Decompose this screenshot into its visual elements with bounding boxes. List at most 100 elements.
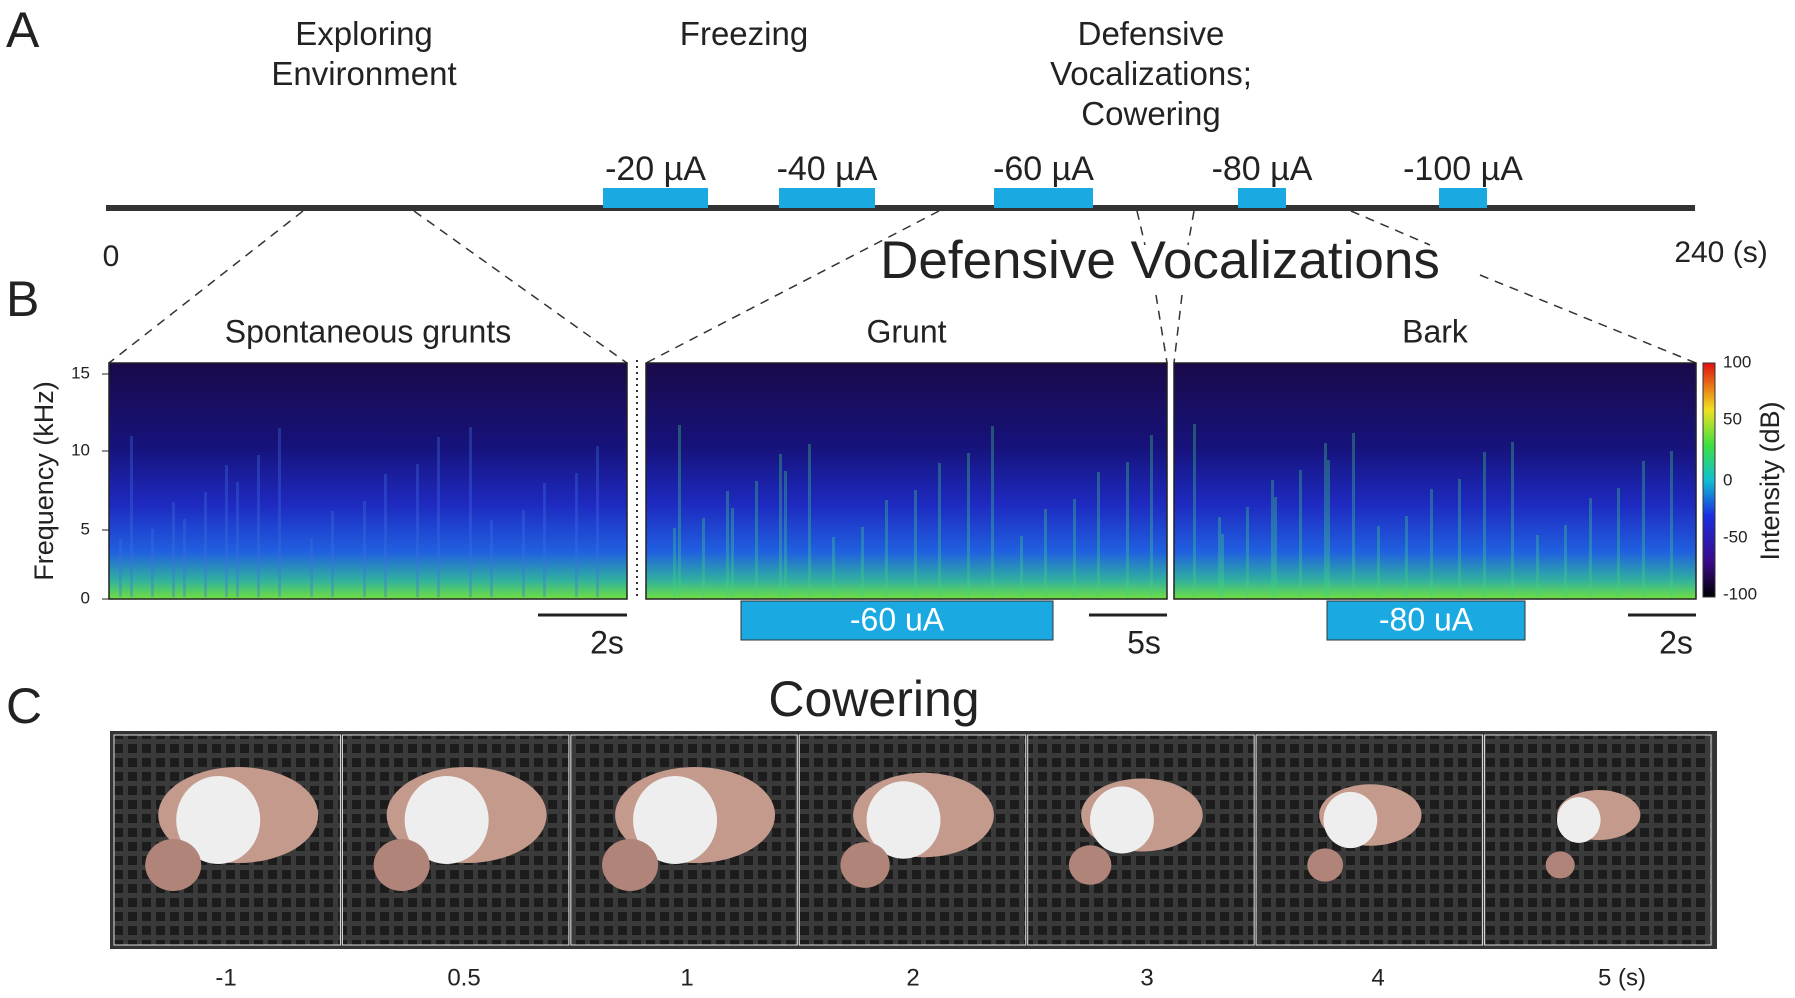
spectrogram-streak <box>1271 480 1274 597</box>
scale-bar-label: 2s <box>1659 624 1693 660</box>
frame-time-label: 1 <box>680 964 693 991</box>
spectrogram-streak <box>469 427 472 597</box>
colorbar-tick-label: -50 <box>1723 527 1748 546</box>
spectrogram <box>645 362 1168 600</box>
spectrogram-streak <box>278 428 281 597</box>
spectrogram-streak <box>119 539 122 597</box>
spectrogram-streak <box>1458 479 1461 597</box>
spectrogram-streak <box>1352 433 1355 597</box>
spectrogram-streak <box>236 482 239 597</box>
spectrogram-streak <box>543 483 546 597</box>
behavior-label: Exploring Environment <box>271 15 457 92</box>
spectrogram-streak <box>1193 424 1196 597</box>
stimulus-block <box>1238 188 1286 208</box>
spectrogram-streak <box>673 528 676 597</box>
spectrogram-streak <box>596 446 599 597</box>
spectrogram-streak <box>130 436 133 597</box>
stimulus-label: -80 uA <box>1379 601 1474 637</box>
time-start: 0 <box>103 240 120 273</box>
spectrogram-streak <box>204 492 207 597</box>
spectrogram-streak <box>151 529 154 597</box>
pig-head <box>1068 845 1112 885</box>
spectrogram-streak <box>1536 535 1539 597</box>
stimulus-block <box>1326 600 1526 641</box>
spectrogram-streak <box>1218 517 1221 597</box>
time-end: 240 (s) <box>1674 236 1767 269</box>
panel-label: C <box>6 678 42 734</box>
spectrogram-streak <box>1430 489 1433 597</box>
spectrogram-streak <box>522 510 525 597</box>
frame-time-label: 3 <box>1140 964 1153 991</box>
pig-head <box>1545 851 1575 879</box>
spectrogram-streak <box>183 519 186 597</box>
spectrogram-streak <box>384 474 387 597</box>
spectrogram-streak <box>1327 460 1330 597</box>
pig-vest <box>633 776 718 864</box>
colorbar-tick-label: -100 <box>1723 584 1757 603</box>
spectrogram-streak <box>1150 435 1153 597</box>
spectrogram-streak <box>331 511 334 597</box>
spectrogram-streak <box>1324 443 1327 597</box>
spectrogram-streak <box>575 473 578 597</box>
spectrogram-streak <box>938 463 941 597</box>
pig-vest <box>1090 786 1154 854</box>
pig-vest <box>866 781 941 859</box>
pig-head <box>373 839 430 891</box>
colorbar <box>1702 362 1716 598</box>
stimulus-block <box>994 188 1093 208</box>
spectrogram-streak <box>490 520 493 597</box>
spectrogram <box>1173 362 1697 600</box>
spectrogram-streak <box>1670 451 1673 597</box>
spectrogram-streak <box>967 453 970 597</box>
spectrogram-streak <box>1511 442 1514 597</box>
spectrogram-title: Grunt <box>866 313 946 349</box>
stimulus-block <box>603 188 708 208</box>
pig-vest <box>404 776 489 864</box>
stimulus-label: -40 µA <box>777 150 878 188</box>
pig-head <box>840 842 890 888</box>
spectrogram-streak <box>416 464 419 597</box>
spectrogram-streak <box>1642 461 1645 597</box>
frame-time-label: 4 <box>1371 964 1384 991</box>
spectrogram-streak <box>1044 509 1047 597</box>
y-tick-label: 0 <box>81 588 90 607</box>
spectrogram-streak <box>731 508 734 597</box>
frame-time-label: 2 <box>906 964 919 991</box>
colorbar-label: Intensity (dB) <box>1755 401 1785 560</box>
spectrogram-streak <box>991 426 994 597</box>
colorbar-tick-label: 50 <box>1723 409 1742 428</box>
timeline <box>106 205 1695 211</box>
spectrogram-streak <box>1564 525 1567 597</box>
spectrogram-streak <box>1377 526 1380 597</box>
stimulus-label: -60 µA <box>993 150 1094 188</box>
y-tick-label: 10 <box>71 440 90 459</box>
y-tick-label: 15 <box>71 363 90 382</box>
spectrogram-streak <box>1246 507 1249 597</box>
stimulus-block <box>1439 188 1487 208</box>
spectrogram-streak <box>726 491 729 597</box>
panel-label: A <box>6 2 40 58</box>
behavior-label: Defensive Vocalizations; Cowering <box>1050 15 1252 132</box>
spectrogram-streak <box>755 481 758 597</box>
pig-vest <box>176 776 261 864</box>
pig-head <box>145 839 202 891</box>
spectrogram-streak <box>225 465 228 597</box>
spectrogram-streak <box>1097 472 1100 597</box>
stimulus-block <box>740 600 1054 641</box>
spectrogram-streak <box>914 490 917 597</box>
spectrogram-streak <box>1221 534 1224 597</box>
spectrogram-streak <box>1126 462 1129 597</box>
spectrogram-streak <box>1589 498 1592 597</box>
pig-head <box>602 839 659 891</box>
spectrogram-streak <box>832 537 835 597</box>
photo-frame <box>1484 734 1712 946</box>
y-axis-label: Frequency (kHz) <box>29 381 59 581</box>
spectrogram-streak <box>779 454 782 597</box>
spectrogram-streak <box>1274 497 1277 597</box>
y-tick-label: 5 <box>81 519 90 538</box>
spectrogram-streak <box>257 455 260 597</box>
scale-bar-label: 5s <box>1127 624 1161 660</box>
spectrogram-streak <box>437 437 440 597</box>
behavior-label: Freezing <box>679 15 809 52</box>
pig-head <box>1307 848 1344 882</box>
